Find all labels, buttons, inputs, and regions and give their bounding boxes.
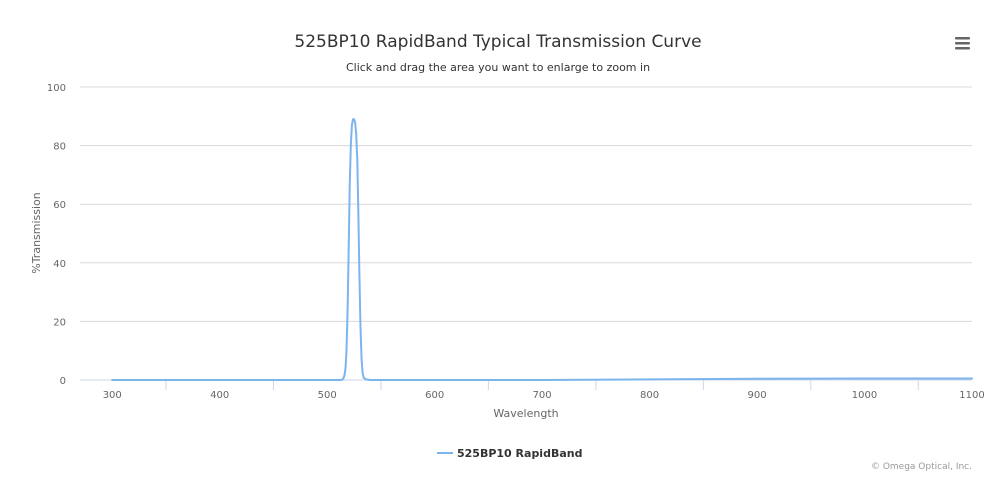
series-point (356, 159, 359, 162)
x-tick-label: 300 (103, 390, 122, 401)
chart-title: 525BP10 RapidBand Typical Transmission C… (294, 32, 701, 52)
credits-link[interactable]: © Omega Optical, Inc. (871, 462, 972, 472)
y-tick-label: 80 (53, 142, 66, 153)
y-axis-title: %Transmission (30, 192, 43, 274)
gridlines (80, 86, 972, 322)
series-point (344, 367, 347, 370)
series-point (354, 121, 356, 124)
series-point (347, 247, 350, 250)
legend-label[interactable]: 525BP10 RapidBand (457, 447, 582, 460)
series-point (971, 377, 973, 380)
series-layer (111, 118, 973, 381)
series-point (360, 358, 363, 361)
x-tick-label: 600 (425, 390, 444, 401)
series-point (361, 371, 364, 374)
x-tick-label: 900 (748, 390, 767, 401)
series-point (541, 379, 543, 381)
hamburger-menu-icon[interactable] (955, 37, 970, 50)
series-point (348, 185, 351, 188)
chart-subtitle: Click and drag the area you want to enla… (346, 61, 650, 74)
series-point (433, 379, 436, 381)
series-point (357, 209, 360, 212)
series-point (369, 379, 372, 381)
y-tick-label: 100 (47, 83, 66, 94)
series-point (359, 326, 362, 329)
series-point (326, 379, 329, 381)
series-point (346, 308, 349, 311)
x-tick-label: 400 (210, 390, 229, 401)
legend-item[interactable]: 525BP10 RapidBand (437, 447, 582, 460)
x-tick-label: 800 (640, 390, 659, 401)
x-tick-label: 1000 (852, 390, 877, 401)
y-axis: 0 20 40 60 80 100 (47, 83, 66, 387)
series-point (218, 379, 221, 381)
y-tick-label: 60 (53, 200, 66, 211)
series-point (339, 379, 341, 381)
series-point (341, 378, 344, 381)
series-point (358, 273, 361, 276)
series-point (349, 144, 352, 147)
y-tick-label: 40 (53, 259, 66, 270)
x-axis-title: Wavelength (493, 407, 558, 420)
series-point (863, 377, 866, 380)
series-point (343, 374, 346, 377)
series-point (353, 118, 355, 121)
series-point (351, 124, 353, 126)
chart-context-menu-button[interactable] (950, 32, 974, 52)
series-point (111, 379, 114, 381)
series-point (342, 377, 345, 380)
series-point (756, 377, 758, 380)
series-point (355, 133, 358, 135)
x-tick-label: 1100 (959, 390, 984, 401)
x-tick-label: 700 (533, 390, 552, 401)
series-point (345, 349, 348, 352)
series-point (362, 376, 365, 379)
series-point (365, 378, 367, 381)
x-tick-label: 500 (318, 390, 337, 401)
y-tick-label: 0 (60, 376, 66, 387)
series-point (648, 378, 651, 381)
y-tick-label: 20 (53, 317, 66, 328)
